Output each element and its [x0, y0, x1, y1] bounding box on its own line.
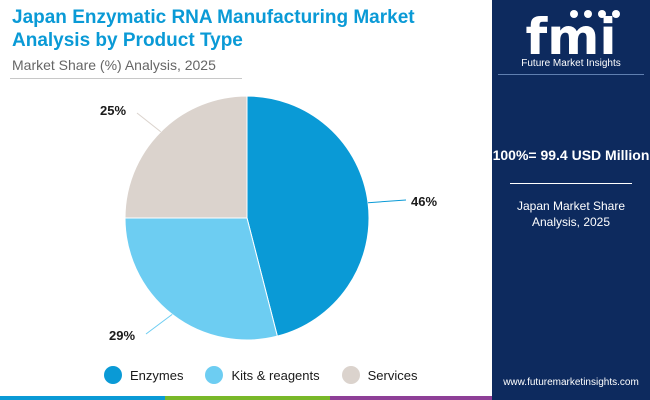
pie-chart: 46% 29% 25%: [100, 95, 437, 343]
legend: Enzymes Kits & reagents Services: [104, 366, 439, 384]
leader-line-services: [136, 112, 162, 133]
logo-divider: [498, 74, 644, 75]
bottom-bar-segment: [330, 396, 492, 400]
market-total: 100%= 99.4 USD Million: [492, 147, 650, 163]
fmi-logo-icon: fmi: [526, 8, 620, 58]
data-label-services: 25%: [100, 103, 126, 118]
bottom-bar-segment: [165, 396, 330, 400]
data-label-enzymes: 46%: [411, 194, 437, 209]
side-panel: fmi Future Market Insights 100%= 99.4 US…: [492, 0, 650, 400]
pie-slice-enzymes: [246, 95, 370, 337]
subtitle-divider: [10, 78, 242, 79]
pie-slices: [124, 95, 370, 341]
legend-label-services: Services: [367, 367, 418, 383]
chart-subtitle: Market Share (%) Analysis, 2025: [12, 57, 216, 73]
website-link[interactable]: www.futuremarketinsights.com: [503, 377, 639, 388]
legend-label-kits-reagents: Kits & reagents: [231, 367, 320, 383]
logo-text: Future Market Insights: [521, 58, 621, 69]
legend-swatch-enzymes: [104, 366, 122, 384]
chart-title: Japan Enzymatic RNA Manufacturing Market…: [12, 7, 415, 51]
data-labels: 46% 29% 25%: [100, 103, 437, 343]
bottom-bar-segment: [0, 396, 165, 400]
total-divider: [510, 183, 632, 184]
region-caption: Japan Market Share Analysis, 2025: [516, 199, 626, 229]
pie-slice-services: [124, 95, 248, 219]
leader-line-enzymes: [368, 199, 407, 204]
leader-lines: [136, 112, 407, 335]
pie-slice-kits-reagents: [124, 217, 278, 341]
legend-item-enzymes: Enzymes: [104, 366, 183, 384]
legend-swatch-services: [341, 366, 360, 384]
legend-item-services: Services: [341, 366, 418, 384]
legend-label-enzymes: Enzymes: [130, 367, 184, 383]
leader-line-kits-reagents: [145, 313, 173, 335]
data-label-kits-reagents: 29%: [109, 328, 135, 343]
legend-swatch-kits-reagents: [205, 366, 224, 384]
legend-item-kits-reagents: Kits & reagents: [205, 366, 320, 384]
